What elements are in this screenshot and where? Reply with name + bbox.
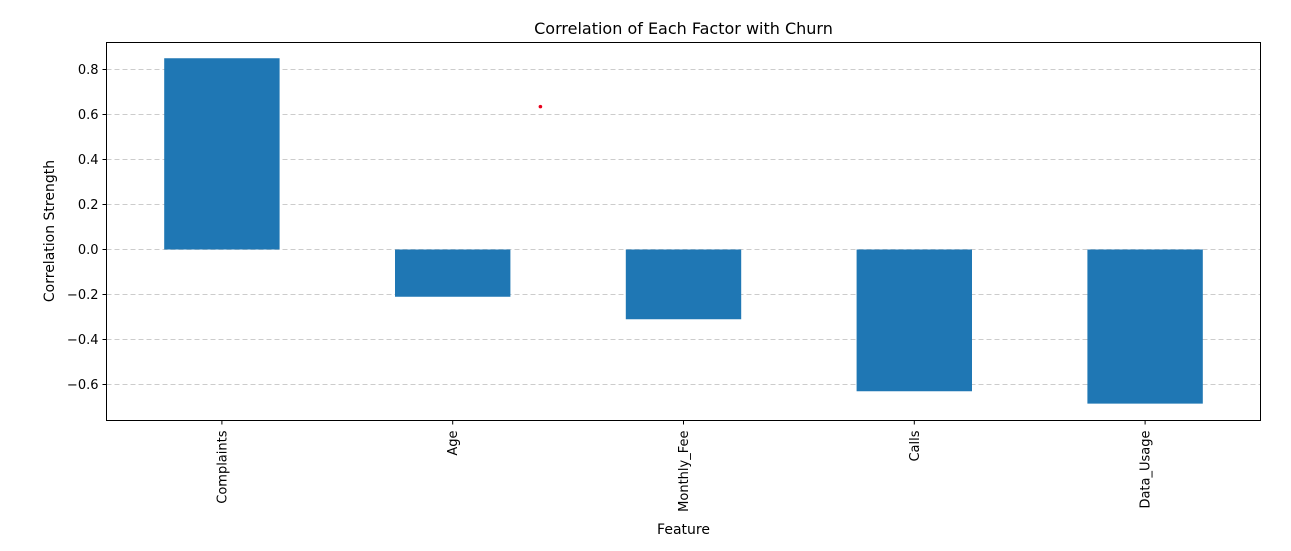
bars: [164, 58, 1203, 404]
annotation-dot: [538, 104, 543, 109]
bar-age: [395, 249, 511, 297]
x-tick-label: Monthly_Fee: [677, 431, 692, 512]
x-tick-label: Age: [446, 431, 461, 456]
y-tick-label: 0.6: [78, 108, 99, 123]
y-tick-label: 0.0: [78, 243, 99, 258]
x-axis-label: Feature: [657, 522, 710, 538]
annotation-marks: [538, 104, 543, 109]
bar-data-usage: [1087, 249, 1203, 404]
y-tick-label: −0.2: [67, 288, 99, 303]
y-tick-label: −0.4: [67, 333, 99, 348]
y-tick-label: 0.8: [78, 63, 99, 78]
bar-calls: [856, 249, 972, 392]
x-tick-label: Calls: [908, 430, 923, 461]
y-tick-label: 0.2: [78, 198, 99, 213]
x-tick-label: Data_Usage: [1139, 431, 1154, 509]
y-axis: −0.6 −0.4 −0.2 0.0 0.2 0.4 0.6 0.8: [67, 63, 107, 393]
y-axis-label: Correlation Strength: [42, 160, 58, 302]
y-tick-label: −0.6: [67, 378, 99, 393]
chart-title: Correlation of Each Factor with Churn: [534, 19, 833, 38]
x-tick-label: Complaints: [215, 430, 230, 503]
x-axis: Complaints Age Monthly_Fee Calls Data_Usage: [215, 420, 1154, 512]
bar-complaints: [164, 58, 280, 250]
bar-monthly-fee: [625, 249, 742, 320]
y-tick-label: 0.4: [78, 153, 99, 168]
